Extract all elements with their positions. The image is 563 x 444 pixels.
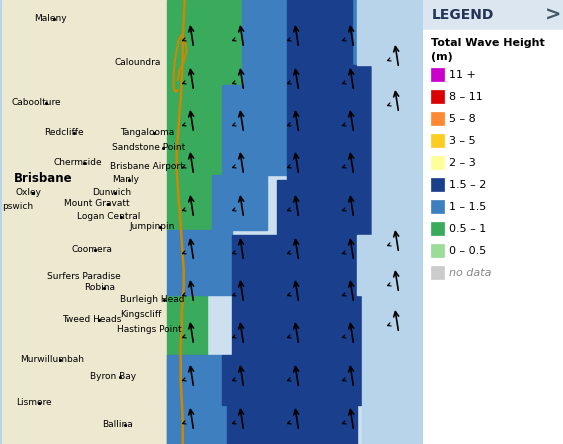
- Text: Logan Central: Logan Central: [77, 212, 140, 221]
- Text: 1.5 – 2: 1.5 – 2: [449, 179, 486, 190]
- Text: Total Wave Height: Total Wave Height: [431, 38, 545, 48]
- Bar: [212, 175, 267, 230]
- Bar: [287, 0, 352, 65]
- Text: Sandstone Point: Sandstone Point: [111, 143, 185, 152]
- Text: Coomera: Coomera: [72, 245, 113, 254]
- Bar: [431, 90, 444, 103]
- Bar: [287, 65, 372, 125]
- Text: Caloundra: Caloundra: [115, 58, 161, 67]
- Text: Manly: Manly: [111, 175, 138, 184]
- Bar: [361, 355, 422, 444]
- Bar: [232, 295, 361, 355]
- Bar: [431, 200, 444, 213]
- Bar: [431, 156, 444, 169]
- Bar: [167, 395, 202, 444]
- Text: 8 – 11: 8 – 11: [449, 91, 483, 102]
- Text: Chermside: Chermside: [53, 158, 102, 167]
- Bar: [232, 235, 372, 295]
- Bar: [167, 390, 196, 405]
- Text: >: >: [545, 5, 561, 24]
- Bar: [431, 112, 444, 125]
- Bar: [372, 0, 422, 444]
- Text: Tangalooma: Tangalooma: [120, 128, 174, 137]
- Bar: [222, 85, 287, 175]
- Bar: [222, 355, 361, 405]
- Text: 11 +: 11 +: [449, 70, 476, 79]
- Text: LEGEND: LEGEND: [431, 8, 494, 22]
- Text: Oxley: Oxley: [16, 188, 42, 197]
- Bar: [361, 295, 422, 355]
- Bar: [431, 244, 444, 257]
- Text: Burleigh Head: Burleigh Head: [120, 295, 184, 304]
- Bar: [431, 178, 444, 191]
- Bar: [431, 134, 444, 147]
- Bar: [242, 0, 287, 85]
- Bar: [167, 390, 227, 444]
- Text: Jumpinpin: Jumpinpin: [129, 222, 175, 231]
- Text: Hastings Point: Hastings Point: [117, 325, 181, 334]
- Bar: [276, 180, 372, 235]
- Text: Byron Bay: Byron Bay: [90, 372, 136, 381]
- Text: 5 – 8: 5 – 8: [449, 114, 476, 123]
- Text: Brisbane Airport: Brisbane Airport: [110, 162, 184, 171]
- Text: Mount Gravatt: Mount Gravatt: [64, 199, 129, 208]
- Bar: [357, 0, 372, 65]
- Text: Caboolture: Caboolture: [12, 98, 61, 107]
- Bar: [352, 0, 382, 65]
- Text: 2 – 3: 2 – 3: [449, 158, 476, 167]
- Bar: [357, 235, 422, 295]
- Bar: [423, 0, 563, 30]
- Text: Tweed Heads: Tweed Heads: [62, 315, 121, 324]
- Text: Ballina: Ballina: [102, 420, 132, 429]
- Text: no data: no data: [449, 267, 492, 278]
- Text: (m): (m): [431, 52, 453, 62]
- Bar: [167, 175, 212, 230]
- Text: 1 – 1.5: 1 – 1.5: [449, 202, 486, 211]
- Text: Murwillumbah: Murwillumbah: [20, 355, 84, 364]
- Bar: [431, 266, 444, 279]
- Text: 3 – 5: 3 – 5: [449, 135, 476, 146]
- Text: Dunwich: Dunwich: [92, 188, 131, 197]
- Bar: [2, 0, 167, 444]
- Text: Surfers Paradise: Surfers Paradise: [47, 272, 120, 281]
- Text: Robina: Robina: [84, 283, 115, 292]
- Bar: [167, 85, 222, 175]
- Bar: [372, 125, 422, 235]
- Bar: [167, 230, 232, 295]
- Bar: [372, 65, 422, 125]
- Bar: [227, 405, 357, 444]
- Text: 0 – 0.5: 0 – 0.5: [449, 246, 486, 255]
- Text: Maleny: Maleny: [34, 14, 66, 23]
- Text: pswich: pswich: [2, 202, 33, 211]
- Text: Redcliffe: Redcliffe: [44, 128, 83, 137]
- Bar: [167, 295, 207, 355]
- Bar: [167, 0, 242, 85]
- Text: Brisbane: Brisbane: [14, 172, 72, 185]
- Bar: [372, 65, 387, 125]
- Text: 0.5 – 1: 0.5 – 1: [449, 223, 486, 234]
- Text: Kingscliff: Kingscliff: [120, 310, 161, 319]
- Bar: [431, 222, 444, 235]
- Text: Lismore: Lismore: [16, 398, 51, 407]
- Bar: [431, 68, 444, 81]
- Bar: [167, 355, 207, 390]
- Bar: [287, 125, 372, 180]
- Bar: [167, 355, 222, 395]
